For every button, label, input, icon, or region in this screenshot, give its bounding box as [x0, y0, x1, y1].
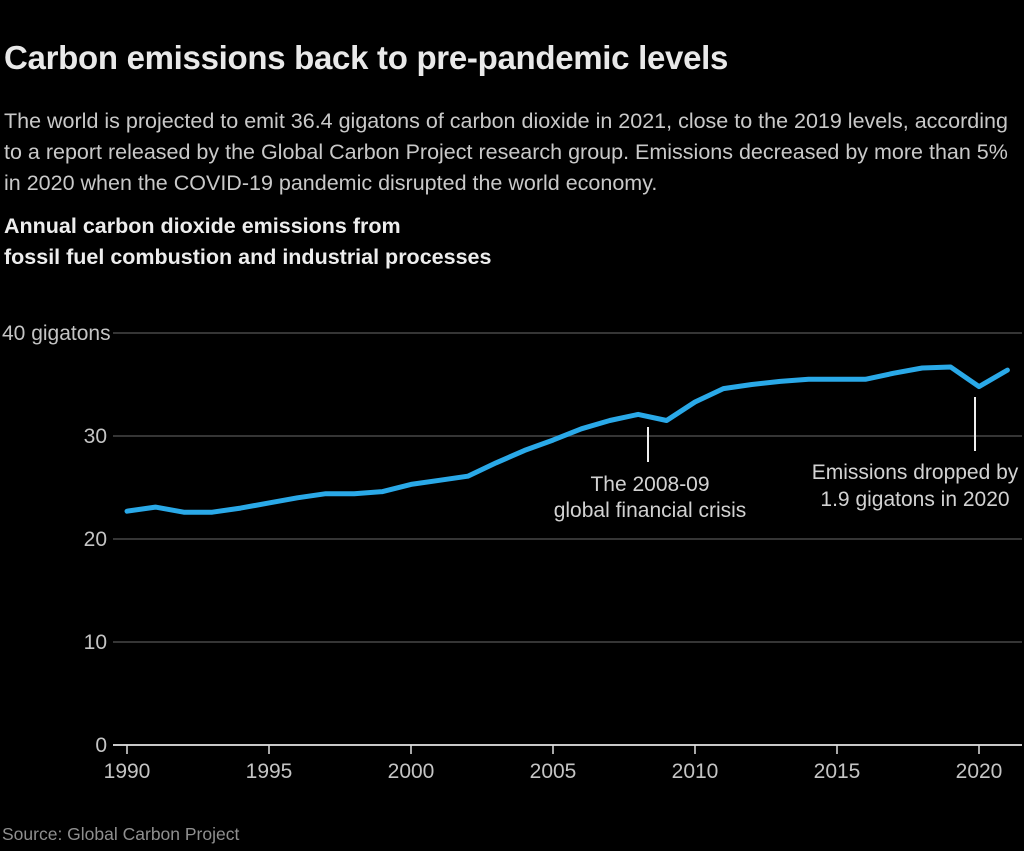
x-tick-label: 1990 [104, 760, 151, 783]
x-tick-label: 2005 [530, 760, 577, 783]
x-tick-label: 2000 [388, 760, 435, 783]
chart-heading-line-2: fossil fuel combustion and industrial pr… [4, 245, 492, 269]
annotation-text-line: Emissions dropped by [812, 461, 1019, 484]
co2-emissions-line [124, 364, 1010, 515]
chart-heading: Annual carbon dioxide emissions from fos… [4, 211, 904, 273]
chart-description: The world is projected to emit 36.4 giga… [4, 108, 1008, 195]
annotation-text-line: global financial crisis [554, 499, 747, 522]
y-tick-label: 0 [95, 734, 107, 757]
source-attribution: Source: Global Carbon Project [2, 824, 240, 844]
y-tick-label: 40 gigatons [2, 322, 111, 345]
annotation-text-line: 1.9 gigatons in 2020 [820, 488, 1009, 511]
y-tick-label: 10 [84, 631, 107, 654]
page-title: Carbon emissions back to pre-pandemic le… [4, 39, 729, 77]
x-tick-label: 1995 [246, 760, 293, 783]
y-tick-label: 20 [84, 528, 107, 551]
x-tick-label: 2020 [956, 760, 1003, 783]
y-tick-label: 30 [84, 425, 107, 448]
annotation-text-line: The 2008-09 [590, 473, 709, 496]
x-tick-label: 2010 [672, 760, 719, 783]
x-tick-label: 2015 [814, 760, 861, 783]
chart-heading-line-1: Annual carbon dioxide emissions from [4, 214, 401, 238]
